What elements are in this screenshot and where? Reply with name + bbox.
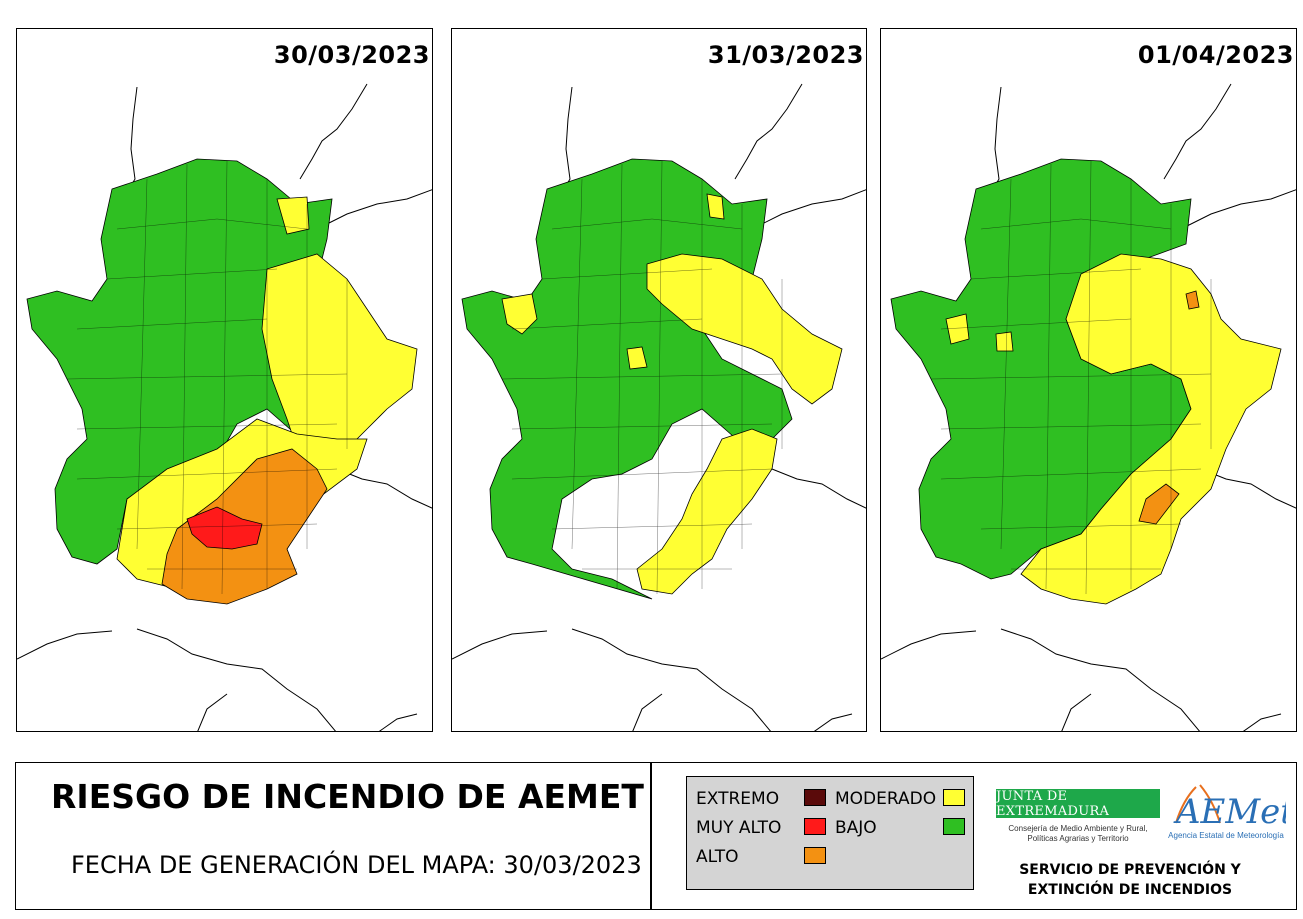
map-panel-3: 01/04/2023 xyxy=(880,28,1297,732)
aemet-subtitle: Agencia Estatal de Meteorología xyxy=(1168,831,1284,840)
legend-swatch-extremo xyxy=(804,789,826,806)
map-date-1: 30/03/2023 xyxy=(273,41,430,69)
junta-subtitle-line-2: Políticas Agrarias y Territorio xyxy=(1027,834,1129,843)
base-boundaries xyxy=(17,83,432,731)
municipality-grid xyxy=(501,160,783,595)
legend-swatch-alto xyxy=(804,847,826,864)
region-alto xyxy=(1138,290,1200,525)
legend-swatch-moderado xyxy=(943,789,965,806)
footer-divider xyxy=(650,763,652,909)
legend-label-moderado: MODERADO xyxy=(835,789,937,809)
legend-label-alto: ALTO xyxy=(696,847,739,867)
map-panel-2: 31/03/2023 xyxy=(451,28,867,732)
junta-subtitle: Consejería de Medio Ambiente y Rural, Po… xyxy=(996,824,1160,844)
legend-label-muy-alto: MUY ALTO xyxy=(696,818,782,838)
service-line-1: SERVICIO DE PREVENCIÓN Y xyxy=(1019,862,1241,878)
service-line-2: EXTINCIÓN DE INCENDIOS xyxy=(1027,882,1233,898)
footer-box: RIESGO DE INCENDIO DE AEMET FECHA DE GEN… xyxy=(15,762,1297,910)
municipality-grid xyxy=(930,160,1212,595)
legend-label-bajo: BAJO xyxy=(835,818,877,838)
base-boundaries xyxy=(452,83,866,731)
fire-risk-map-1 xyxy=(17,83,432,731)
map-date-2: 31/03/2023 xyxy=(707,41,864,69)
junta-extremadura-logo: JUNTA DE EXTREMADURA xyxy=(996,789,1160,819)
aemet-wordmark: AEMet xyxy=(1173,792,1286,832)
generation-date: FECHA DE GENERACIÓN DEL MAPA: 30/03/2023 xyxy=(71,851,642,879)
service-label: SERVICIO DE PREVENCIÓN Y EXTINCIÓN DE IN… xyxy=(1000,860,1260,900)
junta-subtitle-line-1: Consejería de Medio Ambiente y Rural, xyxy=(1008,824,1148,833)
aemet-logo: AEMet xyxy=(1173,784,1286,832)
footer-title: RIESGO DE INCENDIO DE AEMET xyxy=(51,777,644,816)
risk-legend: EXTREMO MUY ALTO ALTO MODERADO BAJO xyxy=(686,776,974,890)
region-muy-alto xyxy=(186,506,263,550)
map-date-3: 01/04/2023 xyxy=(1137,41,1294,69)
municipality-grid xyxy=(66,160,348,595)
legend-swatch-muy-alto xyxy=(804,818,826,835)
region-moderado xyxy=(945,253,1282,605)
legend-swatch-bajo xyxy=(943,818,965,835)
fire-risk-map-3 xyxy=(881,83,1296,731)
map-panel-1: 30/03/2023 xyxy=(16,28,433,732)
legend-label-extremo: EXTREMO xyxy=(696,789,780,809)
base-boundaries xyxy=(881,83,1296,731)
fire-risk-map-2 xyxy=(452,83,866,731)
